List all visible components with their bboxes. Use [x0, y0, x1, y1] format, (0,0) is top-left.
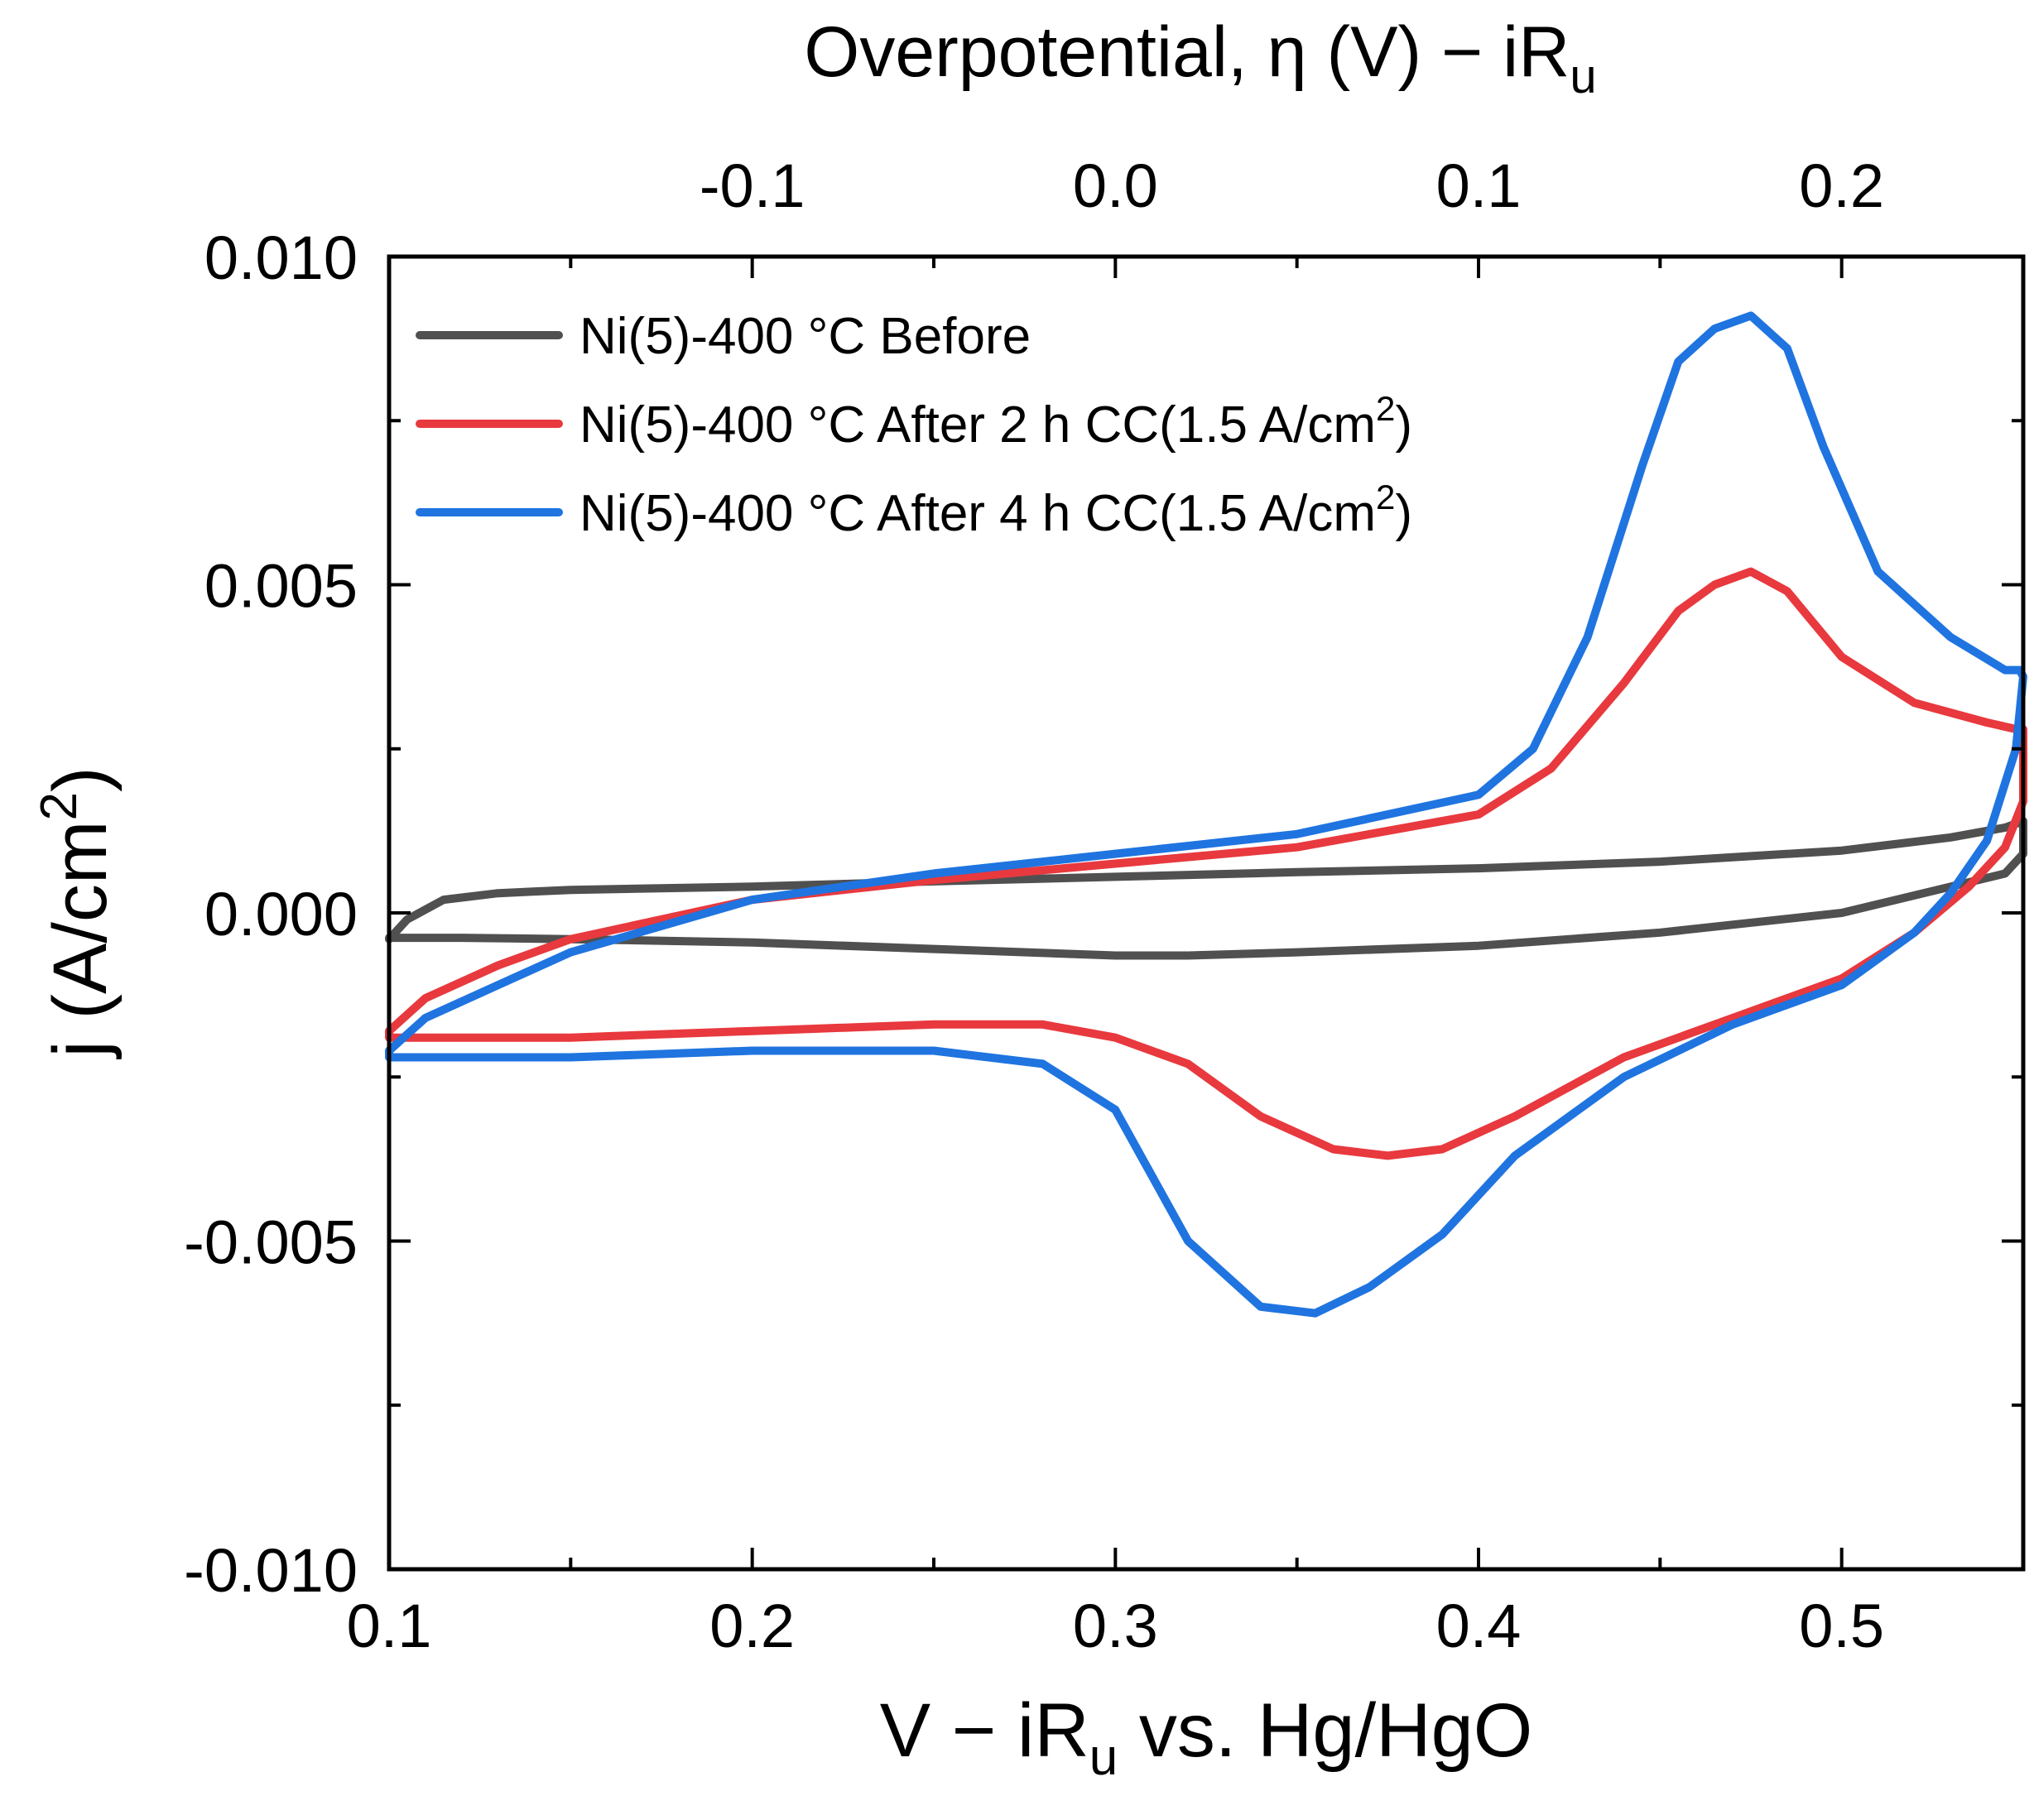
x-axis-label-subscript: u: [1089, 1729, 1118, 1786]
y-tick-label: -0.010: [184, 1536, 358, 1605]
y-tick-label: -0.005: [184, 1208, 358, 1277]
top-x-axis-label-subscript: u: [1570, 50, 1596, 103]
ticks-layer: 0.1 0.2 0.3 0.4 0.5 -0.1 0.0 0.1 0.2 0.010 0.005 0.…: [184, 151, 2023, 1660]
legend-superscript-after-2h: 2: [1376, 389, 1395, 428]
y-axis-label-superscript: 2: [31, 792, 88, 820]
y-axis-label-main: j (A/cm: [38, 820, 123, 1059]
legend-label-before: Ni(5)-400 °C Before: [579, 308, 1031, 365]
top-x-tick-label: 0.0: [1073, 151, 1158, 220]
top-x-tick-label: 0.1: [1436, 151, 1522, 220]
x-axis-label: V − iRu vs. Hg/HgO: [880, 1688, 1533, 1786]
top-x-axis-label-main: Overpotential, η (V) − iR: [804, 12, 1570, 92]
legend: Ni(5)-400 °C Before Ni(5)-400 °C After 2…: [416, 308, 1412, 542]
top-x-tick-label: 0.2: [1799, 151, 1884, 220]
legend-end-after-2h: ): [1395, 396, 1412, 454]
x-axis-label-main: V − iR: [880, 1688, 1089, 1773]
x-tick-label: 0.5: [1799, 1592, 1884, 1660]
y-tick-label: 0.010: [204, 223, 358, 292]
y-tick-label: 0.000: [204, 880, 358, 948]
legend-item-after-4h: Ni(5)-400 °C After 4 h CC(1.5 A/cm2): [416, 478, 1412, 542]
y-axis-label: j (A/cm2): [31, 766, 123, 1059]
x-tick-label: 0.1: [347, 1592, 432, 1660]
legend-item-after-2h: Ni(5)-400 °C After 2 h CC(1.5 A/cm2): [416, 389, 1412, 454]
legend-item-before: Ni(5)-400 °C Before: [416, 308, 1031, 365]
x-axis-label-rest: vs. Hg/HgO: [1118, 1688, 1532, 1773]
y-axis-label-end: ): [38, 766, 123, 792]
legend-text-after-4h: Ni(5)-400 °C After 4 h CC(1.5 A/cm: [579, 485, 1376, 542]
x-tick-label: 0.2: [709, 1592, 795, 1660]
legend-label-after-4h: Ni(5)-400 °C After 4 h CC(1.5 A/cm2): [579, 478, 1412, 542]
x-tick-label: 0.3: [1073, 1592, 1158, 1660]
x-tick-label: 0.4: [1436, 1592, 1522, 1660]
top-x-tick-label: -0.1: [700, 151, 805, 220]
top-x-axis-label: Overpotential, η (V) − iRu: [804, 12, 1596, 103]
legend-text-after-2h: Ni(5)-400 °C After 2 h CC(1.5 A/cm: [579, 396, 1376, 454]
y-tick-label: 0.005: [204, 552, 358, 621]
legend-label-after-2h: Ni(5)-400 °C After 2 h CC(1.5 A/cm2): [579, 389, 1412, 454]
legend-end-after-4h: ): [1395, 485, 1412, 542]
legend-text-before: Ni(5)-400 °C Before: [579, 308, 1031, 365]
legend-superscript-after-4h: 2: [1376, 478, 1395, 516]
